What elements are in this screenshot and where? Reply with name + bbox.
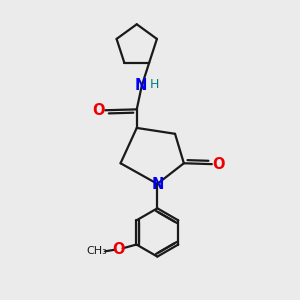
- Text: O: O: [212, 157, 225, 172]
- Text: CH₃: CH₃: [87, 246, 107, 256]
- Text: O: O: [112, 242, 124, 257]
- Text: O: O: [92, 103, 105, 118]
- Text: N: N: [152, 177, 164, 192]
- Text: N: N: [135, 78, 147, 93]
- Text: H: H: [150, 78, 159, 92]
